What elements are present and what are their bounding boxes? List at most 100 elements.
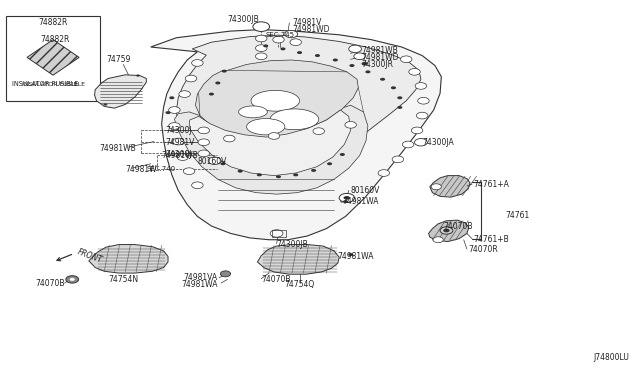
Text: INSULATOR FUSIBLE: INSULATOR FUSIBLE [12,81,79,87]
Circle shape [444,229,450,232]
Circle shape [223,135,235,142]
Polygon shape [151,30,442,240]
Circle shape [333,58,338,61]
Circle shape [198,127,209,134]
Circle shape [273,36,284,43]
Circle shape [391,86,396,89]
Circle shape [173,138,184,145]
Circle shape [255,53,267,60]
Circle shape [339,193,355,202]
Text: 74070R: 74070R [468,245,499,254]
Circle shape [179,91,190,97]
Circle shape [136,74,140,77]
Circle shape [280,47,285,50]
Circle shape [177,154,188,160]
Text: FRONT: FRONT [76,247,104,264]
Circle shape [365,70,371,73]
Bar [6,16,100,101]
Text: 74754N: 74754N [108,275,138,284]
Text: 74981WB: 74981WB [362,46,398,55]
Polygon shape [429,220,468,241]
Polygon shape [257,244,339,274]
Circle shape [297,51,302,54]
Circle shape [397,96,403,99]
Ellipse shape [239,106,268,118]
Circle shape [349,64,355,67]
Circle shape [66,276,79,283]
Circle shape [274,232,279,235]
Polygon shape [430,176,470,197]
Circle shape [285,31,298,38]
Circle shape [104,103,108,106]
Circle shape [255,45,267,51]
Circle shape [349,45,362,52]
Text: 80160V: 80160V [351,186,380,195]
Text: SEC.745: SEC.745 [265,32,294,38]
Text: 74981WA: 74981WA [337,252,373,261]
Polygon shape [176,35,421,179]
Text: 74300JB: 74300JB [227,15,259,24]
Circle shape [418,97,429,104]
Polygon shape [95,75,147,108]
Polygon shape [27,39,79,75]
Circle shape [344,196,350,200]
Circle shape [340,153,345,156]
Circle shape [270,230,283,237]
Text: 74981WD: 74981WD [362,53,399,62]
Text: 74981VA: 74981VA [184,273,218,282]
Text: 74761: 74761 [505,211,529,220]
Text: 74300JR: 74300JR [362,60,394,68]
Circle shape [183,168,195,174]
Circle shape [70,278,75,281]
Circle shape [257,173,262,176]
Circle shape [209,93,214,96]
Circle shape [362,62,368,65]
Text: 74070B: 74070B [36,279,65,288]
Circle shape [415,83,427,89]
Circle shape [220,271,230,277]
Circle shape [401,56,412,62]
Circle shape [268,133,280,139]
Circle shape [293,173,298,176]
Text: 74300J: 74300J [166,150,192,158]
Text: 74981WA: 74981WA [342,197,379,206]
Text: 74300JA: 74300JA [422,138,454,147]
Text: 74981WD: 74981WD [292,25,330,34]
Circle shape [253,22,269,32]
Polygon shape [189,110,351,176]
Polygon shape [89,244,168,273]
Text: 74754Q: 74754Q [284,280,315,289]
Circle shape [220,162,225,165]
Circle shape [237,170,243,173]
Circle shape [276,175,281,178]
Circle shape [380,78,385,81]
Text: 74981WB: 74981WB [100,144,136,153]
Circle shape [215,81,220,84]
Circle shape [415,138,428,146]
Circle shape [345,122,356,128]
Text: 74070B: 74070B [444,222,473,231]
Text: 74761+A: 74761+A [473,180,509,189]
Ellipse shape [246,119,285,135]
Circle shape [169,107,180,113]
Circle shape [169,123,180,129]
Text: 74759: 74759 [107,55,131,64]
Circle shape [311,169,316,172]
Circle shape [255,35,267,42]
Circle shape [191,182,203,189]
Circle shape [327,162,332,165]
Text: 74981V: 74981V [292,19,321,28]
Text: J74800LU: J74800LU [594,353,630,362]
Circle shape [397,106,403,109]
Circle shape [185,75,196,82]
Circle shape [392,156,404,163]
Text: 74882R: 74882R [38,19,68,28]
Circle shape [166,111,171,114]
Circle shape [354,53,365,60]
Circle shape [403,141,414,148]
Circle shape [208,157,221,164]
Text: SEC.740: SEC.740 [147,166,175,172]
Circle shape [433,237,444,243]
Circle shape [440,227,453,234]
Circle shape [313,128,324,135]
